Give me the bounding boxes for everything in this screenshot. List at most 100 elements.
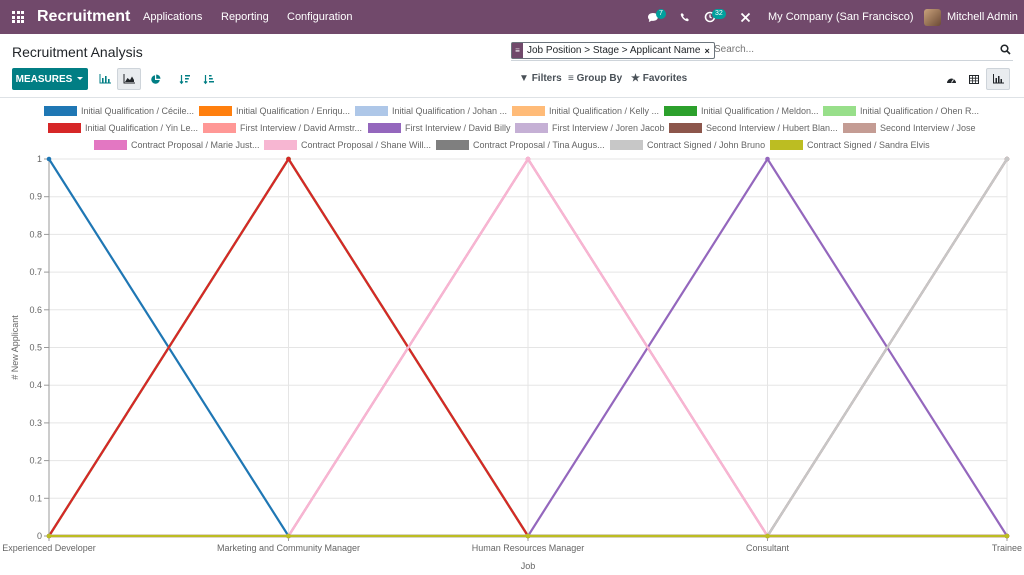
y-tick-label: 0.6 [29, 305, 42, 315]
search-facet[interactable]: ≡ Job Position > Stage > Applicant Name … [511, 42, 715, 59]
data-point [1004, 156, 1010, 162]
legend-item[interactable]: Contract Proposal / Tina Augus... [436, 140, 605, 150]
y-tick-label: 0 [37, 531, 42, 541]
debug-tools-button[interactable] [740, 0, 751, 34]
y-tick-label: 0.7 [29, 267, 42, 277]
legend-swatch [843, 123, 876, 133]
group-by-label: Group By [576, 73, 623, 84]
user-menu[interactable]: Mitchell Admin [947, 11, 1018, 23]
y-tick-label: 0.9 [29, 192, 42, 202]
legend-label: Initial Qualification / Cécile... [81, 106, 195, 116]
legend-swatch [512, 106, 545, 116]
data-point [765, 156, 770, 162]
sort-descending-icon [179, 74, 190, 84]
legend-item[interactable]: Second Interview / Jose [843, 123, 976, 133]
menu-applications[interactable]: Applications [143, 11, 203, 23]
legend-item[interactable]: First Interview / David Billy [368, 123, 511, 133]
data-point [286, 533, 291, 539]
line-chart-button[interactable] [117, 68, 141, 90]
legend-label: Contract Proposal / Shane Will... [301, 140, 432, 150]
data-point [46, 533, 52, 539]
line-chart: 0 0.1 0.2 0.3 0.4 0.5 0.6 0.7 0.8 0.9 1 Experienced… [2, 154, 1022, 571]
messages-button[interactable]: 7 [647, 0, 666, 34]
legend-item[interactable]: Initial Qualification / Meldon... [664, 106, 819, 116]
remove-facet-icon[interactable]: × [704, 45, 710, 56]
graph-view-button[interactable] [986, 68, 1010, 90]
legend-swatch [669, 123, 702, 133]
menu-configuration[interactable]: Configuration [287, 11, 353, 23]
legend-item[interactable]: Initial Qualification / Johan ... [355, 106, 507, 116]
filters-button[interactable]: ▼ Filters [519, 73, 562, 84]
data-point [765, 533, 770, 539]
phone-button[interactable] [680, 0, 690, 34]
legend-swatch [664, 106, 697, 116]
y-axis-label: # New Applicant [10, 315, 20, 380]
legend-item[interactable]: Contract Proposal / Shane Will... [264, 140, 431, 150]
pie-chart-icon [150, 74, 160, 84]
activities-button[interactable]: 32 [704, 0, 726, 34]
legend-item[interactable]: Initial Qualification / Kelly ... [512, 106, 659, 116]
y-tick-label: 0.2 [29, 456, 42, 466]
apps-menu-icon[interactable] [12, 11, 24, 23]
legend-item[interactable]: Second Interview / Hubert Blan... [669, 123, 838, 133]
page-title: Recruitment Analysis [12, 44, 143, 60]
filter-icon: ▼ [519, 73, 529, 84]
chat-icon [648, 12, 658, 22]
legend-item[interactable]: Initial Qualification / Ohen R... [823, 106, 979, 116]
legend-swatch [368, 123, 401, 133]
search-input[interactable] [714, 44, 994, 55]
x-tick-label: Consultant [746, 543, 790, 553]
sort-ascending-button[interactable] [196, 68, 220, 90]
bar-chart-button[interactable] [93, 68, 117, 90]
legend-swatch [515, 123, 548, 133]
group-by-icon: ≡ [568, 73, 574, 84]
legend-label: Initial Qualification / Meldon... [701, 106, 819, 116]
pie-chart-button[interactable] [143, 68, 167, 90]
legend-label: First Interview / Joren Jacob [552, 123, 665, 133]
user-avatar[interactable] [924, 9, 941, 26]
legend-item[interactable]: Contract Signed / Sandra Elvis [770, 140, 930, 150]
menu-reporting[interactable]: Reporting [221, 11, 269, 23]
legend-swatch [203, 123, 236, 133]
y-tick-label: 0.8 [29, 229, 42, 239]
favorites-button[interactable]: ★ Favorites [631, 73, 687, 84]
search-icon[interactable] [1000, 44, 1011, 55]
legend-swatch [355, 106, 388, 116]
y-tick-label: 0.1 [29, 493, 42, 503]
legend-label: Initial Qualification / Enriqu... [236, 106, 351, 116]
legend-item[interactable]: Initial Qualification / Cécile... [44, 106, 194, 116]
group-by-facet-icon: ≡ [512, 43, 523, 58]
legend-label: Contract Proposal / Tina Augus... [473, 140, 605, 150]
legend-label: Second Interview / Jose [880, 123, 976, 133]
company-switcher[interactable]: My Company (San Francisco) [768, 11, 914, 23]
legend-item[interactable]: Contract Signed / John Bruno [610, 140, 765, 150]
x-tick-label: Experienced Developer [2, 543, 96, 553]
dashboard-view-button[interactable] [939, 68, 963, 90]
gauge-icon [946, 78, 956, 83]
legend-swatch [199, 106, 232, 116]
caret-down-icon [77, 77, 84, 80]
legend-label: First Interview / David Billy [405, 123, 511, 133]
table-icon [969, 74, 979, 84]
legend-item[interactable]: First Interview / Joren Jacob [515, 123, 665, 133]
legend-label: Initial Qualification / Yin Le... [85, 123, 199, 133]
x-tick-label: Trainee [992, 543, 1022, 553]
legend-swatch [770, 140, 803, 150]
facet-label: Job Position > Stage > Applicant Name [527, 45, 701, 56]
legend-item[interactable]: Initial Qualification / Enriqu... [199, 106, 350, 116]
sort-descending-button[interactable] [172, 68, 196, 90]
y-tick-label: 0.3 [29, 418, 42, 428]
app-brand[interactable]: Recruitment [37, 8, 131, 25]
data-point [525, 533, 531, 539]
area-chart-icon [123, 74, 135, 84]
favorites-label: Favorites [642, 73, 688, 84]
legend-item[interactable]: Contract Proposal / Marie Just... [94, 140, 260, 150]
y-tick-label: 0.5 [29, 343, 42, 353]
legend-item[interactable]: Initial Qualification / Yin Le... [48, 123, 198, 133]
legend-item[interactable]: First Interview / David Armstr... [203, 123, 362, 133]
group-by-button[interactable]: ≡ Group By [568, 73, 622, 84]
pivot-view-button[interactable] [962, 68, 986, 90]
legend-label: Contract Proposal / Marie Just... [131, 140, 260, 150]
search-bar: ≡ Job Position > Stage > Applicant Name … [511, 42, 1013, 61]
measures-button[interactable]: MEASURES [12, 68, 88, 90]
